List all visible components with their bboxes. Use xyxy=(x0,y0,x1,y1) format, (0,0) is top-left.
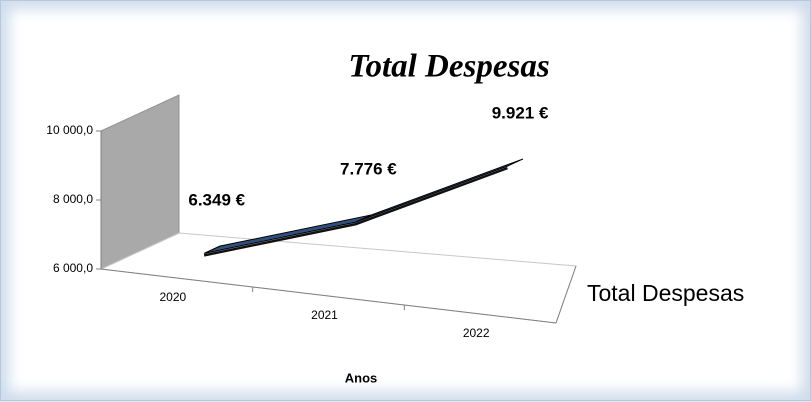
x-tick-label: 2021 xyxy=(311,308,338,322)
series-label: Total Despesas xyxy=(587,280,744,306)
chart-title: Total Despesas xyxy=(348,49,549,85)
depth-axis xyxy=(555,265,577,324)
back-wall xyxy=(100,94,180,270)
value-label: 9.921 € xyxy=(492,103,549,122)
ribbon-segment xyxy=(203,214,372,254)
x-axis-title: Anos xyxy=(345,370,378,385)
category-axis xyxy=(100,268,557,324)
x-tick-label: 2022 xyxy=(463,326,490,340)
y-tick-label: 6 000,0 xyxy=(53,261,93,275)
y-tick-label: 10 000,0 xyxy=(46,123,93,137)
y-tick-label: 8 000,0 xyxy=(53,192,93,206)
x-tick-label: 2020 xyxy=(159,290,186,304)
floor xyxy=(99,232,577,324)
ribbon-segment xyxy=(355,158,524,223)
value-label: 7.776 € xyxy=(340,159,397,178)
line-edge xyxy=(203,166,508,257)
value-label: 6.349 € xyxy=(188,191,245,210)
